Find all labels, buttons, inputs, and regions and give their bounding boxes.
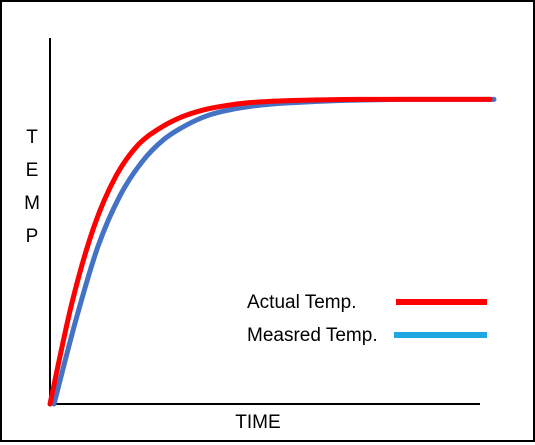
axes	[49, 38, 480, 405]
x-axis-label: TIME	[235, 412, 280, 433]
y-axis-label-letter: E	[26, 160, 39, 181]
y-axis-label-letter: M	[24, 193, 40, 214]
series-layer	[47, 96, 497, 407]
y-axis-label-letter: T	[26, 127, 38, 148]
legend-label: Measred Temp.	[247, 325, 378, 346]
series-line-1	[51, 96, 497, 407]
y-axis-label-letter: P	[26, 226, 39, 247]
legend: Actual Temp. Measred Temp.	[247, 292, 487, 346]
series-line-0	[47, 96, 493, 407]
legend-label: Actual Temp.	[247, 292, 356, 313]
